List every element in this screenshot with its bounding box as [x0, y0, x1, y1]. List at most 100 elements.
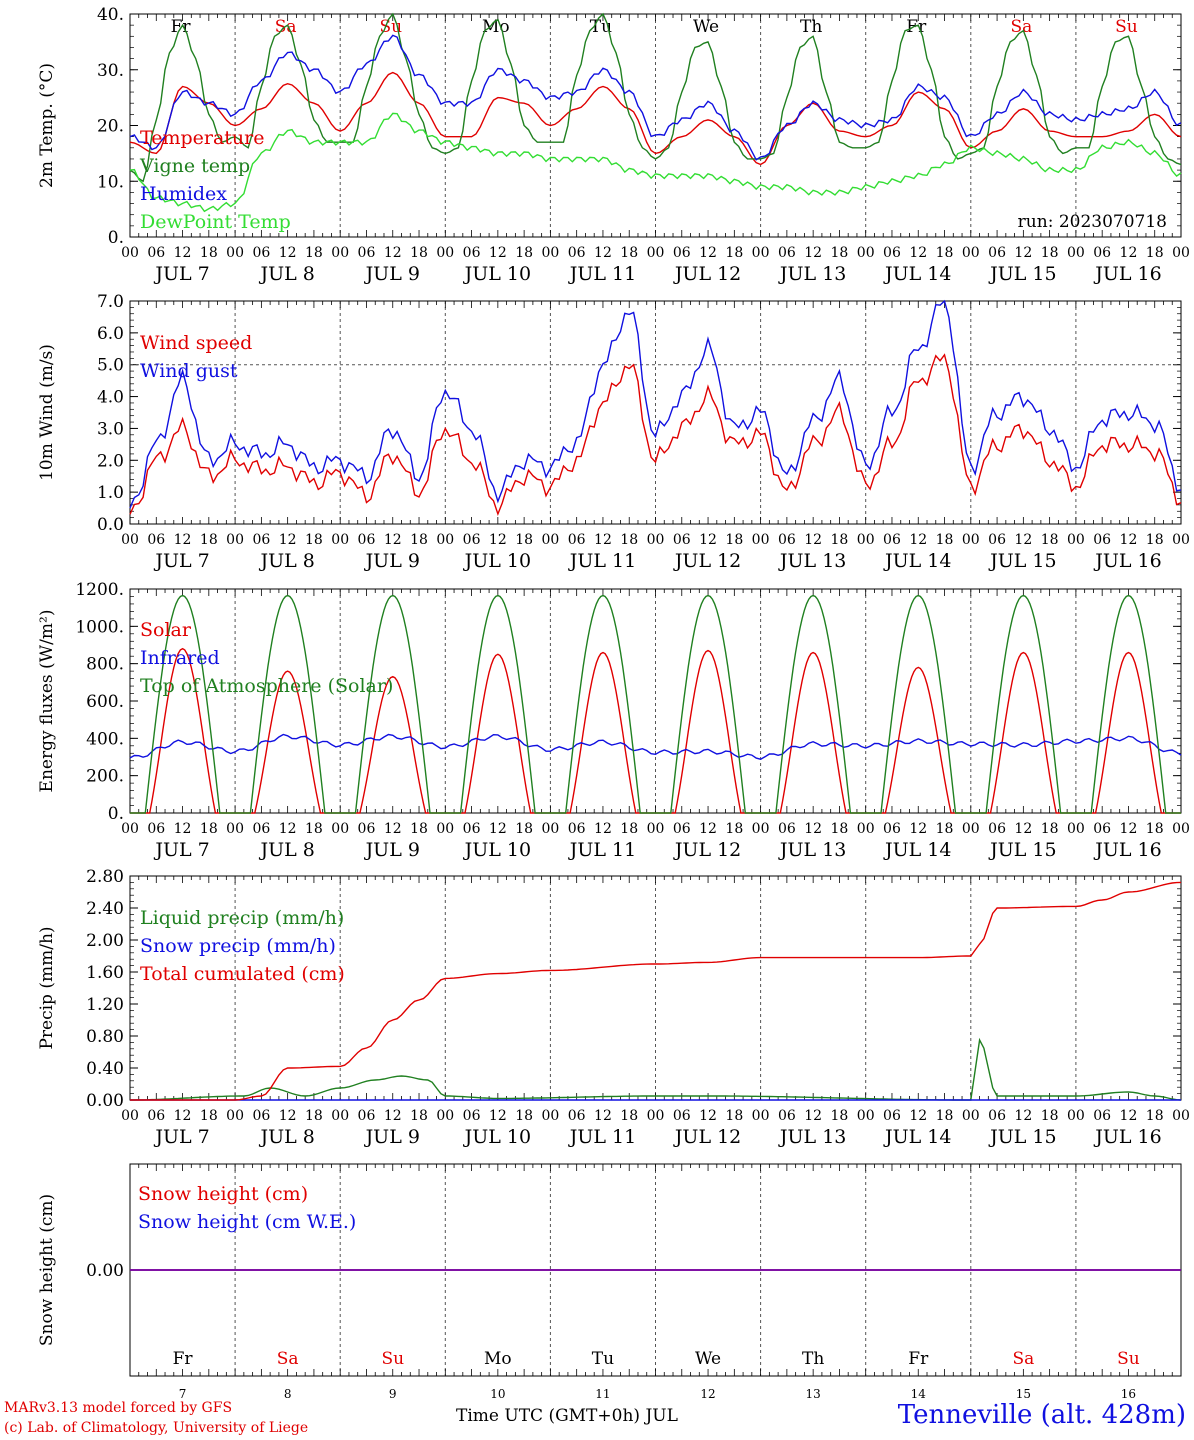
hour-tick-label: 12	[1014, 532, 1032, 548]
hour-tick-label: 12	[1120, 1108, 1138, 1124]
hour-tick-label: 12	[699, 245, 717, 261]
hour-tick-label: 12	[279, 821, 297, 837]
bottom-day-name: Sa	[1012, 1349, 1034, 1369]
hour-tick-label: 06	[147, 821, 165, 837]
date-label: JUL 11	[568, 1126, 636, 1148]
series-line	[130, 1037, 1182, 1101]
hour-tick-label: 18	[200, 532, 218, 548]
hour-tick-label: 00	[226, 532, 244, 548]
date-label: JUL 16	[1093, 263, 1161, 285]
date-label: JUL 13	[778, 839, 846, 861]
y-axis-label: 10m Wind (m/s)	[37, 344, 57, 481]
bottom-day-name: Fr	[173, 1349, 194, 1369]
date-label: JUL 15	[988, 839, 1056, 861]
hour-tick-label: 06	[252, 821, 270, 837]
hour-tick-label: 18	[1146, 821, 1164, 837]
hour-tick-label: 06	[147, 245, 165, 261]
hour-tick-label: 06	[252, 532, 270, 548]
y-tick-label: 0.0	[97, 515, 124, 535]
hour-tick-label: 12	[1120, 821, 1138, 837]
date-label: JUL 10	[463, 550, 531, 572]
date-label: JUL 16	[1093, 839, 1161, 861]
legend-entry: Humidex	[140, 183, 227, 205]
date-label: JUL 9	[364, 263, 420, 285]
hour-tick-label: 12	[699, 1108, 717, 1124]
hour-tick-label: 12	[174, 532, 192, 548]
hour-tick-label: 00	[857, 821, 875, 837]
hour-tick-label: 18	[1041, 821, 1059, 837]
hour-tick-label: 00	[121, 245, 139, 261]
hour-tick-label: 18	[725, 1108, 743, 1124]
panel-frame	[129, 588, 1182, 814]
y-tick-label: 1200.	[75, 580, 124, 600]
hour-tick-label: 06	[568, 532, 586, 548]
hour-tick-label: 18	[1041, 245, 1059, 261]
hour-tick-label: 12	[489, 532, 507, 548]
x-axis-label: Time UTC (GMT+0h) JUL	[456, 1406, 678, 1426]
hour-tick-label: 00	[436, 532, 454, 548]
date-label: JUL 8	[258, 550, 314, 572]
y-tick-label: 6.0	[97, 324, 124, 344]
hour-tick-label: 18	[620, 245, 638, 261]
hour-tick-label: 06	[568, 821, 586, 837]
hour-tick-label: 00	[752, 821, 770, 837]
day-number: 10	[490, 1387, 505, 1401]
hour-tick-label: 06	[463, 821, 481, 837]
y-tick-label: 200.	[86, 767, 124, 787]
hour-tick-label: 00	[436, 821, 454, 837]
bottom-day-name: Su	[381, 1349, 404, 1369]
hour-tick-label: 00	[331, 245, 349, 261]
hour-tick-label: 00	[752, 532, 770, 548]
hour-tick-label: 00	[541, 1108, 559, 1124]
y-tick-label: 0.00	[86, 1091, 124, 1111]
hour-tick-label: 06	[988, 532, 1006, 548]
hour-tick-label: 12	[594, 1108, 612, 1124]
hour-tick-label: 00	[1067, 532, 1085, 548]
series-line	[129, 299, 1182, 509]
legend-entry: DewPoint Temp	[140, 211, 291, 233]
lab-credit: (c) Lab. of Climatology, University of L…	[4, 1420, 309, 1436]
date-label: JUL 11	[568, 839, 636, 861]
bottom-day-name: Mo	[484, 1349, 512, 1369]
day-number: 8	[284, 1387, 292, 1401]
y-tick-label: 30.	[97, 61, 124, 81]
day-number: 12	[700, 1387, 715, 1401]
hour-tick-label: 06	[358, 821, 376, 837]
day-name: Fr	[906, 17, 927, 37]
date-label: JUL 13	[778, 550, 846, 572]
y-tick-label: 20.	[97, 117, 124, 137]
hour-tick-label: 18	[515, 245, 533, 261]
date-label: JUL 11	[568, 263, 636, 285]
hour-tick-label: 12	[174, 821, 192, 837]
hour-tick-label: 12	[489, 245, 507, 261]
hour-tick-label: 00	[1067, 1108, 1085, 1124]
hour-tick-label: 06	[673, 821, 691, 837]
hour-tick-label: 00	[647, 532, 665, 548]
hour-tick-label: 18	[305, 245, 323, 261]
hour-tick-label: 00	[1172, 1108, 1190, 1124]
hour-tick-label: 18	[305, 1108, 323, 1124]
legend-entry: Snow height (cm)	[138, 1183, 308, 1205]
hour-tick-label: 18	[831, 245, 849, 261]
day-name: Su	[1115, 17, 1138, 37]
hour-tick-label: 18	[410, 245, 428, 261]
day-number: 14	[911, 1387, 927, 1401]
hour-tick-label: 00	[331, 532, 349, 548]
date-label: JUL 12	[673, 550, 741, 572]
y-tick-label: 800.	[86, 655, 124, 675]
hour-tick-label: 06	[673, 532, 691, 548]
date-label: JUL 13	[778, 263, 846, 285]
day-number: 7	[179, 1387, 187, 1401]
hour-tick-label: 00	[541, 532, 559, 548]
date-label: JUL 7	[153, 263, 209, 285]
hour-tick-label: 12	[279, 245, 297, 261]
series-line	[130, 594, 1181, 814]
y-tick-label: 3.0	[97, 419, 124, 439]
hour-tick-label: 00	[752, 245, 770, 261]
hour-tick-label: 12	[1014, 1108, 1032, 1124]
y-tick-label: 4.0	[97, 388, 124, 408]
station-name: Tenneville (alt. 428m)	[897, 1400, 1186, 1430]
hour-tick-label: 18	[725, 245, 743, 261]
hour-tick-label: 00	[962, 532, 980, 548]
y-axis-label: Energy fluxes (W/m²)	[37, 610, 57, 793]
